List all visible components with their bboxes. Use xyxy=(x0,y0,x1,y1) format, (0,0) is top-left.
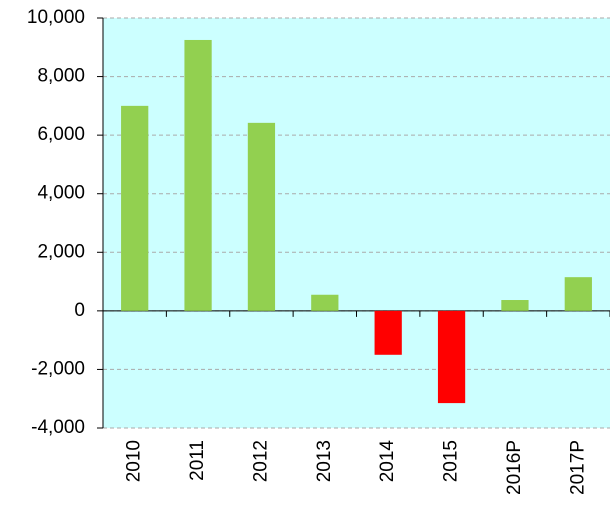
y-tick-label: 6,000 xyxy=(37,124,85,145)
x-tick-label: 2017P xyxy=(567,440,588,495)
y-tick-label: 4,000 xyxy=(37,183,85,204)
x-tick-label: 2015 xyxy=(441,440,462,482)
x-tick-label: 2016P xyxy=(504,440,525,495)
y-tick-label: -2,000 xyxy=(31,358,85,379)
y-tick-label: 8,000 xyxy=(37,66,85,87)
x-tick-label: 2011 xyxy=(187,440,208,481)
y-tick-label: 10,000 xyxy=(27,7,85,28)
y-tick-label: 2,000 xyxy=(37,241,85,262)
bar xyxy=(247,122,276,311)
bar xyxy=(184,39,212,311)
bar xyxy=(311,294,339,311)
y-tick-label: -4,000 xyxy=(31,417,85,438)
y-tick-label: 0 xyxy=(74,300,85,321)
bar xyxy=(437,310,466,404)
x-tick-label: 2010 xyxy=(124,440,145,482)
x-tick-label: 2012 xyxy=(250,440,271,482)
bar xyxy=(501,300,529,311)
bar xyxy=(374,310,402,355)
x-tick-label: 2013 xyxy=(314,440,335,482)
plot-background xyxy=(103,18,610,428)
bar xyxy=(564,277,592,311)
bar xyxy=(121,105,149,311)
x-tick-label: 2014 xyxy=(377,440,398,483)
